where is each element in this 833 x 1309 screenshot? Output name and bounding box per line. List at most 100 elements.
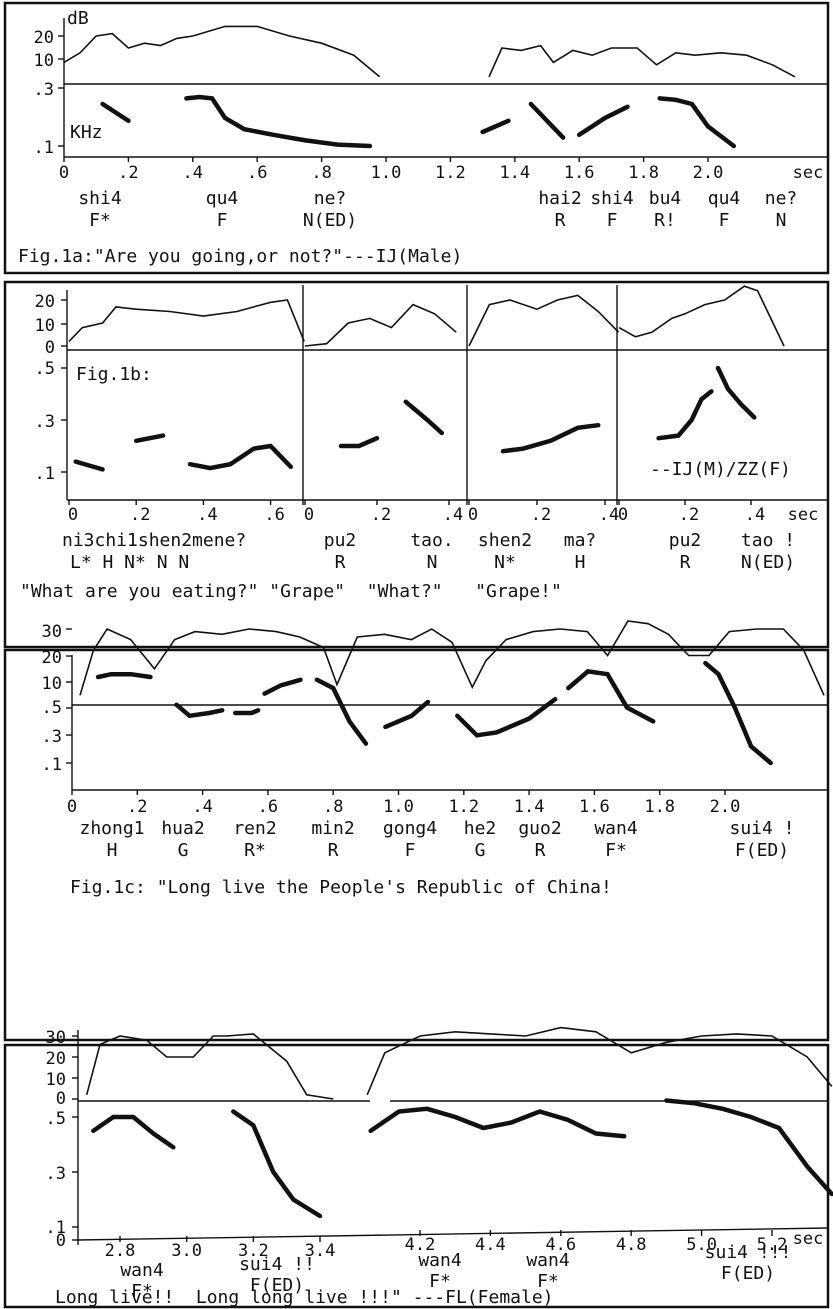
tone-label: F(ED) [735,840,789,861]
f0-contour-seg-0 [95,671,153,680]
x-tick-label: .4 [192,797,212,817]
db-tick-label: .3 [34,80,54,100]
syllable-label: pu2 [324,530,357,551]
x-tick-label: 2.0 [693,163,724,183]
x-tick-label: .4 [443,505,463,525]
syllable-label: wan4 [418,1250,461,1271]
syllable-label: hua2 [161,818,204,839]
panel-frame-1a [3,1,830,275]
x-unit-label: sec [793,163,824,183]
tone-label: F [405,840,416,861]
tone-label: R! [654,210,676,231]
syllable-label: wan4 [526,1250,569,1271]
f0-contour-seg-3 [664,1098,833,1197]
f0-contour-seg-1 [403,399,445,436]
db-tick-label: 20 [42,648,62,668]
x-tick-label: .8 [311,163,331,183]
x-tick-label: .6 [247,163,267,183]
f0-contour-seg-0 [91,1114,176,1150]
db-curve-seg-0 [63,25,381,78]
x-tick-label: .2 [371,505,391,525]
fig-1b-caption: "What are you eating?" "Grape" "What?" "… [20,581,562,602]
db-curve-seg-0 [618,285,785,347]
f0-tick-label: .3 [46,1164,66,1184]
db-curve-seg-0 [304,303,457,347]
x-tick-label: 4.8 [616,1235,647,1255]
db-tick-label: 10 [46,1070,66,1090]
x-tick-label: 1.2 [435,163,466,183]
db-curve-seg-1 [366,1026,833,1096]
syllable-label: sui4 !! [239,1254,315,1275]
x-tick-label: .4 [599,505,619,525]
f0-contour-seg-3 [528,101,566,140]
f0-contour-seg-2 [187,443,294,471]
f0-contour-seg-2 [368,1106,627,1139]
syllable-label: gong4 [383,818,437,839]
x-tick-label: .8 [323,797,343,817]
tone-label: L* H N* N N [70,552,189,573]
f0-contour-seg-2 [480,118,511,135]
syllable-label: shi4 [590,188,633,209]
syllable-label: tao. [410,530,453,551]
x-tick-label: .2 [679,505,699,525]
x-unit-label: sec [788,505,819,525]
panel-frame-1c [3,648,830,1042]
f0-contour-seg-1 [184,94,373,149]
f0-tick-label: .3 [35,412,55,432]
fig-1c-caption: Fig.1c: "Long live the People's Republic… [70,877,612,898]
syllable-label: shen2 [478,530,532,551]
syllable-label: sui4 !!! [705,1242,792,1263]
f0-tick-label: 0 [56,1231,66,1251]
tone-label: F* [89,210,111,231]
panel-frame-1b [3,280,830,649]
syllable-label: pu2 [669,530,702,551]
f0-tick-label: .5 [42,698,62,718]
x-unit-label: sec [793,1229,824,1249]
syllable-label: ne? [765,188,798,209]
syllable-label: hai2 [538,188,581,209]
x-tick-label: 2.8 [105,1241,136,1261]
syllable-label: bu4 [649,188,682,209]
x-tick-label: 0 [68,505,78,525]
fig-1a-caption: Fig.1a:"Are you going,or not?"---IJ(Male… [18,246,462,267]
db-tick-label: 20 [35,292,55,312]
tone-label: H [107,840,118,861]
x-tick-label: 3.4 [305,1241,336,1261]
x-tick-label: 3.0 [171,1241,202,1261]
x-tick-label: 0 [67,797,77,817]
f0-contour-seg-1 [133,433,166,444]
syllable-label: he2 [464,818,497,839]
f0-contour-seg-7 [566,669,656,724]
f0-tick-label: .5 [35,359,55,379]
x-tick-label: 1.6 [564,163,595,183]
syllable-label: tao ! [741,530,795,551]
syllable-label: wan4 [594,818,637,839]
db-tick-label: 30 [42,622,62,642]
tone-label: F* [131,1281,153,1302]
tone-label: R [680,552,691,573]
tone-label: N(ED) [303,210,357,231]
tone-label: F* [429,1271,451,1292]
tone-label: H [575,552,586,573]
f0-contour-seg-2 [233,708,261,716]
f0-tick-label: .5 [46,1109,66,1129]
syllable-label: min2 [311,818,354,839]
chart-fig-1c: 30 20 10 .5 .3 .1 0 .2 .4 .6 .8 1.0 1.2 1.4 1.6 1.8 2.0 z… [42,620,828,861]
x-tick-label: 0 [304,505,314,525]
x-tick-label: .6 [258,797,278,817]
tone-label: R* [244,840,266,861]
x-tick-label: 1.0 [383,797,414,817]
x-tick-label: 5.0 [686,1235,717,1255]
db-tick-label: 10 [42,674,62,694]
db-curve-seg-0 [468,294,620,347]
syllable-label: zhong1 [79,818,144,839]
panel-frame-1d [3,1043,830,1309]
syllable-label: sui4 ! [729,818,794,839]
db-tick-label: 20 [46,1049,66,1069]
tone-label: F [719,210,730,231]
f0-contour-seg-8 [703,660,773,766]
db-curve-seg-0 [79,620,825,696]
